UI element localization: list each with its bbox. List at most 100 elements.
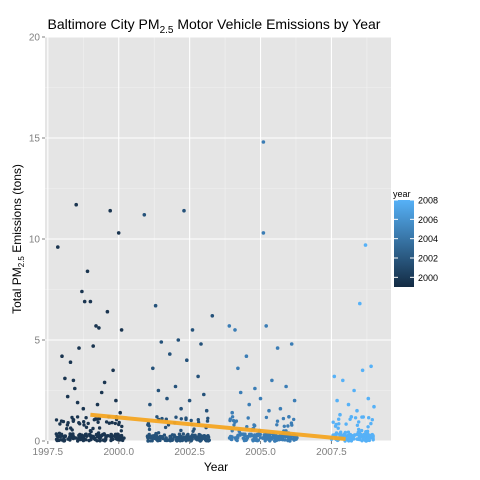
data-point <box>57 438 61 443</box>
data-point <box>359 432 363 437</box>
legend-tick-label: 2002 <box>418 254 438 264</box>
data-point <box>93 437 97 442</box>
trend-line-segment <box>90 412 346 441</box>
chart-title: Baltimore City PM2.5 Motor Vehicle Emiss… <box>48 16 381 36</box>
data-point <box>189 418 193 423</box>
data-point <box>357 427 361 432</box>
data-point <box>254 437 258 441</box>
data-point <box>85 269 90 274</box>
data-point <box>266 437 271 442</box>
data-point <box>65 427 69 431</box>
data-point <box>105 309 110 314</box>
data-point <box>179 428 183 433</box>
data-point <box>352 388 356 393</box>
data-point <box>182 435 186 440</box>
data-point <box>341 378 345 383</box>
data-point <box>369 421 373 426</box>
data-point <box>335 398 339 403</box>
data-point <box>176 338 181 342</box>
data-point <box>173 384 178 389</box>
data-point <box>151 366 155 371</box>
data-point <box>108 208 112 213</box>
data-point <box>156 388 161 393</box>
data-point <box>287 415 291 419</box>
data-point <box>281 416 286 421</box>
data-point <box>232 423 236 427</box>
data-point <box>150 439 154 443</box>
data-point <box>98 439 102 443</box>
data-point <box>179 406 183 411</box>
data-point <box>179 417 183 421</box>
data-point <box>258 436 263 440</box>
data-point <box>230 415 235 419</box>
data-point <box>267 408 271 413</box>
data-point <box>78 422 82 426</box>
data-point <box>68 435 72 439</box>
data-point <box>185 358 189 363</box>
data-point <box>179 435 183 439</box>
data-point <box>97 426 102 430</box>
data-point <box>187 398 192 403</box>
data-point <box>206 416 210 420</box>
data-point <box>168 439 173 443</box>
data-point <box>258 396 263 401</box>
data-point <box>84 425 89 429</box>
trend-line <box>90 412 346 441</box>
data-point <box>268 434 272 439</box>
data-point <box>77 346 81 350</box>
data-point <box>283 438 287 442</box>
data-point <box>361 433 366 438</box>
data-point <box>72 435 76 439</box>
data-point <box>70 415 74 420</box>
data-point <box>202 392 206 397</box>
data-point <box>156 431 161 435</box>
data-point <box>370 435 375 439</box>
data-point <box>197 438 202 442</box>
data-point <box>84 432 88 436</box>
data-point <box>361 437 366 442</box>
data-point <box>91 344 95 348</box>
legend-tick-label: 2000 <box>418 273 438 283</box>
data-point <box>111 437 115 442</box>
data-point <box>148 435 152 440</box>
data-point <box>360 415 364 419</box>
data-point <box>165 396 169 401</box>
data-point <box>349 415 354 419</box>
data-point <box>210 314 215 318</box>
data-point <box>111 368 115 373</box>
data-point <box>153 303 158 308</box>
data-point <box>196 374 200 379</box>
data-point <box>182 208 186 213</box>
data-point <box>86 421 90 426</box>
legend-colorbar <box>394 200 414 287</box>
data-point <box>253 424 257 428</box>
data-point <box>110 420 114 425</box>
data-point <box>343 430 348 435</box>
y-axis-label: Total PM2.5 Emissions (tons) <box>10 164 26 314</box>
data-point <box>57 431 62 435</box>
data-point <box>360 368 365 373</box>
data-point <box>286 424 290 428</box>
legend-tick-label: 2008 <box>418 196 438 206</box>
data-point <box>202 435 206 439</box>
data-point <box>246 416 250 420</box>
data-point <box>292 417 296 422</box>
data-point <box>261 140 266 144</box>
data-point <box>205 419 210 423</box>
data-point <box>346 402 351 407</box>
data-point <box>227 324 232 328</box>
data-point <box>95 417 100 421</box>
y-tick-label: 5 <box>34 336 40 347</box>
data-point <box>228 418 232 423</box>
data-point <box>337 422 341 426</box>
data-point <box>198 433 202 437</box>
data-point <box>365 429 370 433</box>
data-point <box>356 437 360 441</box>
data-point <box>95 402 100 407</box>
data-point <box>334 431 339 435</box>
data-point <box>364 439 368 443</box>
data-point <box>235 435 239 439</box>
data-point <box>74 202 78 207</box>
data-point <box>180 438 184 443</box>
